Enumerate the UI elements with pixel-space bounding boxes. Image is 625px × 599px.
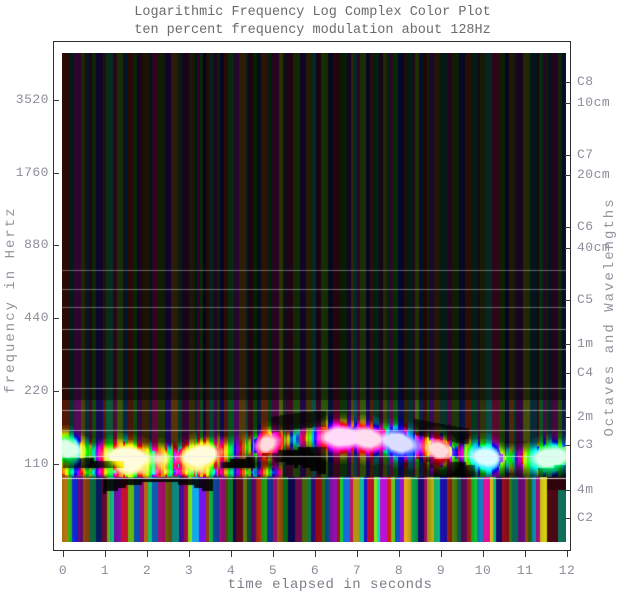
y-left-tick [53, 100, 59, 101]
x-axis-tick [63, 551, 64, 557]
x-tick-label: 0 [58, 563, 68, 578]
y-left-tick-label: 110 [24, 455, 49, 471]
x-axis-tick [189, 551, 190, 557]
y-right-tick-label: C8 [577, 73, 594, 89]
y-axis-label-left: frequency in Hertz [3, 206, 19, 394]
x-tick-label: 4 [226, 563, 236, 578]
x-axis-tick [399, 551, 400, 557]
x-tick-label: 8 [394, 563, 404, 578]
y-left-tick-label: 1760 [15, 164, 49, 180]
y-left-tick-label: 3520 [15, 92, 49, 107]
plot-frame [53, 41, 571, 551]
x-tick-label: 3 [184, 563, 194, 578]
y-right-tick [565, 372, 571, 374]
spectrogram-canvas [62, 53, 566, 542]
y-right-tick-label: 2m [577, 408, 594, 424]
y-right-tick-label: 20cm [577, 167, 611, 183]
x-tick-label: 5 [268, 563, 278, 578]
x-axis-tick [147, 551, 148, 557]
x-axis-label: time elapsed in seconds [227, 577, 433, 593]
y-right-tick [565, 175, 571, 177]
y-left-tick [53, 172, 59, 174]
x-tick-label: 6 [310, 563, 320, 578]
y-right-tick [565, 518, 571, 520]
y-right-tick-label: C7 [577, 146, 594, 162]
x-axis-tick [273, 551, 274, 557]
plot-subtitle: ten percent frequency modulation about 1… [134, 23, 491, 38]
x-axis-tick [441, 551, 442, 557]
y-right-tick [565, 489, 571, 491]
y-right-tick [565, 248, 571, 250]
y-right-tick [565, 154, 571, 156]
x-axis-tick [567, 551, 568, 557]
y-left-tick [53, 463, 59, 465]
x-tick-label: 12 [558, 563, 576, 578]
y-right-tick-label: C5 [577, 291, 594, 307]
y-right-tick-label: C4 [577, 364, 594, 380]
y-axis-label-right: Octaves and Wavelengths [602, 197, 618, 437]
y-left-tick-label: 220 [24, 382, 49, 398]
x-tick-label: 10 [474, 563, 492, 578]
y-right-tick [565, 227, 571, 229]
plot-title: Logarithmic Frequency Log Complex Color … [134, 5, 491, 20]
y-right-tick [565, 445, 571, 447]
x-tick-label: 9 [436, 563, 446, 578]
y-left-tick [53, 318, 59, 320]
x-tick-label: 11 [516, 563, 534, 578]
y-right-tick-label: C3 [577, 437, 594, 453]
y-right-tick-label: 40cm [577, 240, 611, 256]
x-tick-label: 1 [100, 563, 110, 578]
y-left-tick [53, 390, 59, 392]
y-right-tick-label: 1m [577, 336, 594, 352]
y-left-tick-label: 440 [24, 310, 49, 326]
y-right-tick [565, 81, 571, 83]
x-axis-tick [357, 551, 358, 557]
x-axis-tick [231, 551, 232, 557]
y-right-tick [565, 344, 571, 346]
y-right-tick [565, 102, 571, 104]
x-axis-tick [525, 551, 526, 557]
x-axis-tick [105, 551, 106, 557]
x-axis-tick [315, 551, 316, 557]
y-right-tick [565, 416, 571, 418]
y-right-tick-label: 10cm [577, 94, 611, 110]
y-right-tick-label: 4m [577, 481, 594, 497]
x-axis-tick [483, 551, 484, 557]
y-right-tick-label: C2 [577, 510, 594, 526]
y-left-tick [53, 245, 59, 247]
x-tick-label: 7 [352, 563, 362, 578]
y-right-tick-label: C6 [577, 219, 594, 235]
x-tick-label: 2 [142, 563, 152, 578]
y-left-tick-label: 880 [24, 237, 49, 253]
y-right-tick [565, 299, 571, 301]
